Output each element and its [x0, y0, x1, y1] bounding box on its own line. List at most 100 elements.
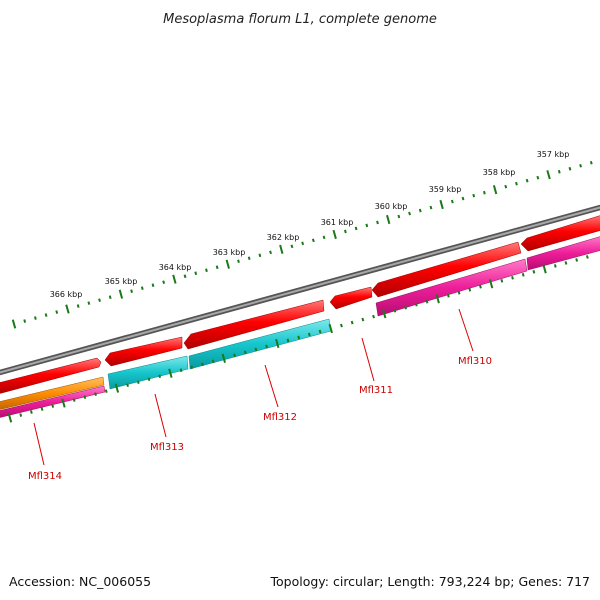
minor-tick — [429, 205, 433, 210]
minor-tick — [94, 392, 97, 396]
major-tick — [546, 170, 551, 180]
minor-tick — [104, 389, 108, 393]
major-tick — [328, 323, 333, 334]
minor-tick — [258, 253, 262, 258]
cds-arrow[interactable] — [0, 357, 102, 394]
minor-tick — [147, 377, 151, 382]
minor-tick — [568, 166, 572, 171]
minor-tick — [504, 184, 508, 189]
scale-ring-outer — [23, 160, 593, 323]
minor-tick — [286, 338, 290, 343]
gene-label-mfl313[interactable]: Mfl313 — [150, 442, 184, 453]
minor-tick — [51, 404, 55, 408]
minor-tick — [365, 223, 369, 228]
minor-tick — [183, 274, 187, 279]
minor-tick — [354, 226, 358, 231]
cds-arrow[interactable] — [183, 299, 325, 350]
major-tick — [275, 338, 280, 349]
gene-label-mfl312[interactable]: Mfl312 — [263, 412, 297, 423]
minor-tick — [575, 258, 579, 262]
scale-label-362: 362 kbp — [267, 233, 300, 242]
major-tick — [382, 309, 387, 319]
rrna-feature[interactable] — [0, 385, 106, 418]
major-tick — [225, 259, 230, 269]
minor-tick — [40, 407, 44, 411]
gene-label-mfl314[interactable]: Mfl314 — [28, 471, 62, 482]
minor-tick — [483, 190, 486, 195]
scale-label-365: 365 kbp — [105, 277, 138, 286]
gene-label-mfl310[interactable]: Mfl310 — [458, 356, 492, 367]
minor-tick — [553, 264, 557, 268]
map-title: Mesoplasma florum L1, complete genome — [163, 12, 437, 27]
minor-tick — [376, 220, 379, 225]
major-tick — [11, 319, 17, 329]
minor-tick — [340, 323, 343, 328]
minor-tick — [190, 365, 194, 370]
misc-feature[interactable] — [0, 376, 105, 410]
major-tick — [65, 304, 70, 314]
minor-tick — [179, 368, 183, 373]
minor-tick — [425, 299, 429, 304]
minor-tick — [55, 310, 59, 314]
minor-tick — [126, 383, 129, 387]
secondary-track-features — [0, 236, 600, 418]
cds-arrow[interactable] — [329, 286, 373, 310]
minor-tick — [269, 250, 272, 255]
major-tick — [118, 289, 124, 299]
minor-tick — [515, 181, 518, 186]
major-tick — [542, 264, 547, 274]
minor-tick — [158, 374, 162, 379]
genome-summary-text: Topology: circular; Length: 793,224 bp; … — [270, 574, 591, 589]
minor-tick — [318, 329, 322, 334]
minor-tick — [479, 284, 482, 289]
minor-tick — [557, 169, 561, 174]
major-tick — [439, 199, 444, 210]
minor-tick — [344, 229, 347, 234]
major-tick — [488, 279, 494, 289]
scale-label-358: 358 kbp — [483, 168, 516, 177]
trna-feature[interactable] — [107, 355, 189, 390]
minor-tick — [418, 208, 422, 213]
scale-major-ticks — [11, 170, 551, 329]
minor-tick — [297, 335, 301, 340]
minor-tick — [44, 313, 48, 317]
minor-tick — [130, 289, 133, 293]
rrna-feature[interactable] — [375, 258, 528, 317]
rrna-feature[interactable] — [526, 236, 600, 271]
cds-arrow[interactable] — [371, 241, 522, 298]
major-tick — [7, 413, 13, 423]
minor-tick — [194, 271, 198, 276]
minor-tick — [322, 235, 326, 240]
cds-arrow[interactable] — [520, 215, 600, 252]
major-tick — [492, 185, 498, 195]
minor-tick — [500, 279, 504, 283]
scale-label-364: 364 kbp — [159, 263, 192, 272]
minor-tick — [564, 261, 568, 265]
minor-tick — [162, 280, 166, 284]
minor-tick — [76, 304, 80, 308]
gene-label-mfl311[interactable]: Mfl311 — [359, 385, 393, 396]
minor-tick — [205, 268, 208, 273]
minor-tick — [247, 256, 251, 261]
scale-labels: 366 kbp 365 kbp 364 kbp 363 kbp 362 kbp … — [50, 150, 570, 299]
minor-tick — [233, 353, 236, 358]
minor-tick — [201, 362, 204, 367]
major-tick — [279, 244, 284, 254]
minor-tick — [72, 398, 76, 402]
scale-inner-ticks — [7, 264, 547, 423]
major-tick — [168, 368, 173, 378]
minor-tick — [408, 211, 411, 216]
minor-tick — [98, 298, 101, 302]
minor-tick — [301, 241, 305, 246]
backbone — [0, 204, 600, 376]
major-tick — [61, 398, 66, 408]
minor-tick — [511, 276, 514, 280]
minor-tick — [532, 270, 536, 274]
cds-arrow[interactable] — [104, 336, 183, 367]
minor-tick — [87, 301, 91, 305]
minor-tick — [215, 265, 219, 270]
minor-tick — [461, 196, 465, 201]
minor-tick — [265, 344, 268, 349]
